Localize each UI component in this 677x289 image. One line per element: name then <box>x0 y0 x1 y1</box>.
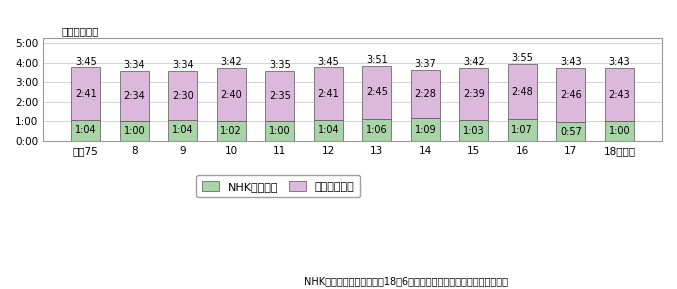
Bar <box>217 121 246 141</box>
Bar <box>265 121 294 141</box>
Text: 3:55: 3:55 <box>511 53 533 63</box>
Bar <box>120 121 149 141</box>
Bar <box>71 120 100 141</box>
Text: 2:39: 2:39 <box>463 89 485 99</box>
Text: 1:00: 1:00 <box>609 126 630 136</box>
Text: 2:30: 2:30 <box>172 90 194 101</box>
Text: 1:02: 1:02 <box>221 126 242 136</box>
Text: 1:00: 1:00 <box>269 126 290 136</box>
Text: 2:35: 2:35 <box>269 91 290 101</box>
Text: 3:51: 3:51 <box>366 55 388 64</box>
Bar <box>508 64 537 119</box>
Bar <box>169 120 198 141</box>
Text: 3:34: 3:34 <box>172 60 194 70</box>
Text: 3:45: 3:45 <box>318 57 339 66</box>
Bar <box>411 70 440 118</box>
Text: 2:34: 2:34 <box>123 91 145 101</box>
Bar <box>217 68 246 121</box>
Text: 2:46: 2:46 <box>560 90 582 100</box>
Text: 0:57: 0:57 <box>560 127 582 137</box>
Bar <box>362 66 391 119</box>
Bar <box>313 120 343 141</box>
Legend: NHK視聴時間, 民放視聴時間: NHK視聴時間, 民放視聴時間 <box>196 175 360 197</box>
Bar <box>71 68 100 120</box>
Text: （時間：分）: （時間：分） <box>62 26 99 36</box>
Text: 3:45: 3:45 <box>75 57 97 66</box>
Text: 1:06: 1:06 <box>366 125 388 135</box>
Text: 3:34: 3:34 <box>123 60 145 70</box>
Text: 3:43: 3:43 <box>609 57 630 67</box>
Text: 1:07: 1:07 <box>511 125 533 135</box>
Text: 1:00: 1:00 <box>123 126 145 136</box>
Bar <box>459 120 488 141</box>
Bar <box>605 68 634 121</box>
Text: 1:04: 1:04 <box>318 125 339 136</box>
Text: 3:43: 3:43 <box>560 57 582 67</box>
Text: 2:40: 2:40 <box>221 90 242 100</box>
Text: 3:37: 3:37 <box>414 59 436 69</box>
Text: 1:09: 1:09 <box>414 125 436 135</box>
Text: 2:28: 2:28 <box>414 89 436 99</box>
Bar <box>459 68 488 120</box>
Text: NHK放送文化研究所「平成18年6月　全国個人視聴率調査」により作成: NHK放送文化研究所「平成18年6月 全国個人視聴率調査」により作成 <box>304 276 508 286</box>
Bar <box>556 122 586 141</box>
Text: 2:41: 2:41 <box>318 89 339 99</box>
Text: 3:42: 3:42 <box>221 58 242 68</box>
Bar <box>313 68 343 120</box>
Text: 1:04: 1:04 <box>75 125 97 136</box>
Bar <box>605 121 634 141</box>
Text: 1:04: 1:04 <box>172 125 194 136</box>
Text: 2:48: 2:48 <box>511 87 533 97</box>
Text: 1:03: 1:03 <box>463 126 485 136</box>
Bar <box>411 118 440 141</box>
Bar <box>169 71 198 120</box>
Text: 2:43: 2:43 <box>609 90 630 100</box>
Bar <box>120 71 149 121</box>
Bar <box>556 68 586 122</box>
Bar <box>265 71 294 121</box>
Bar <box>362 119 391 141</box>
Text: 3:35: 3:35 <box>269 60 290 70</box>
Text: 2:41: 2:41 <box>75 89 97 99</box>
Text: 2:45: 2:45 <box>366 88 388 97</box>
Bar <box>508 119 537 141</box>
Text: 3:42: 3:42 <box>463 58 485 68</box>
